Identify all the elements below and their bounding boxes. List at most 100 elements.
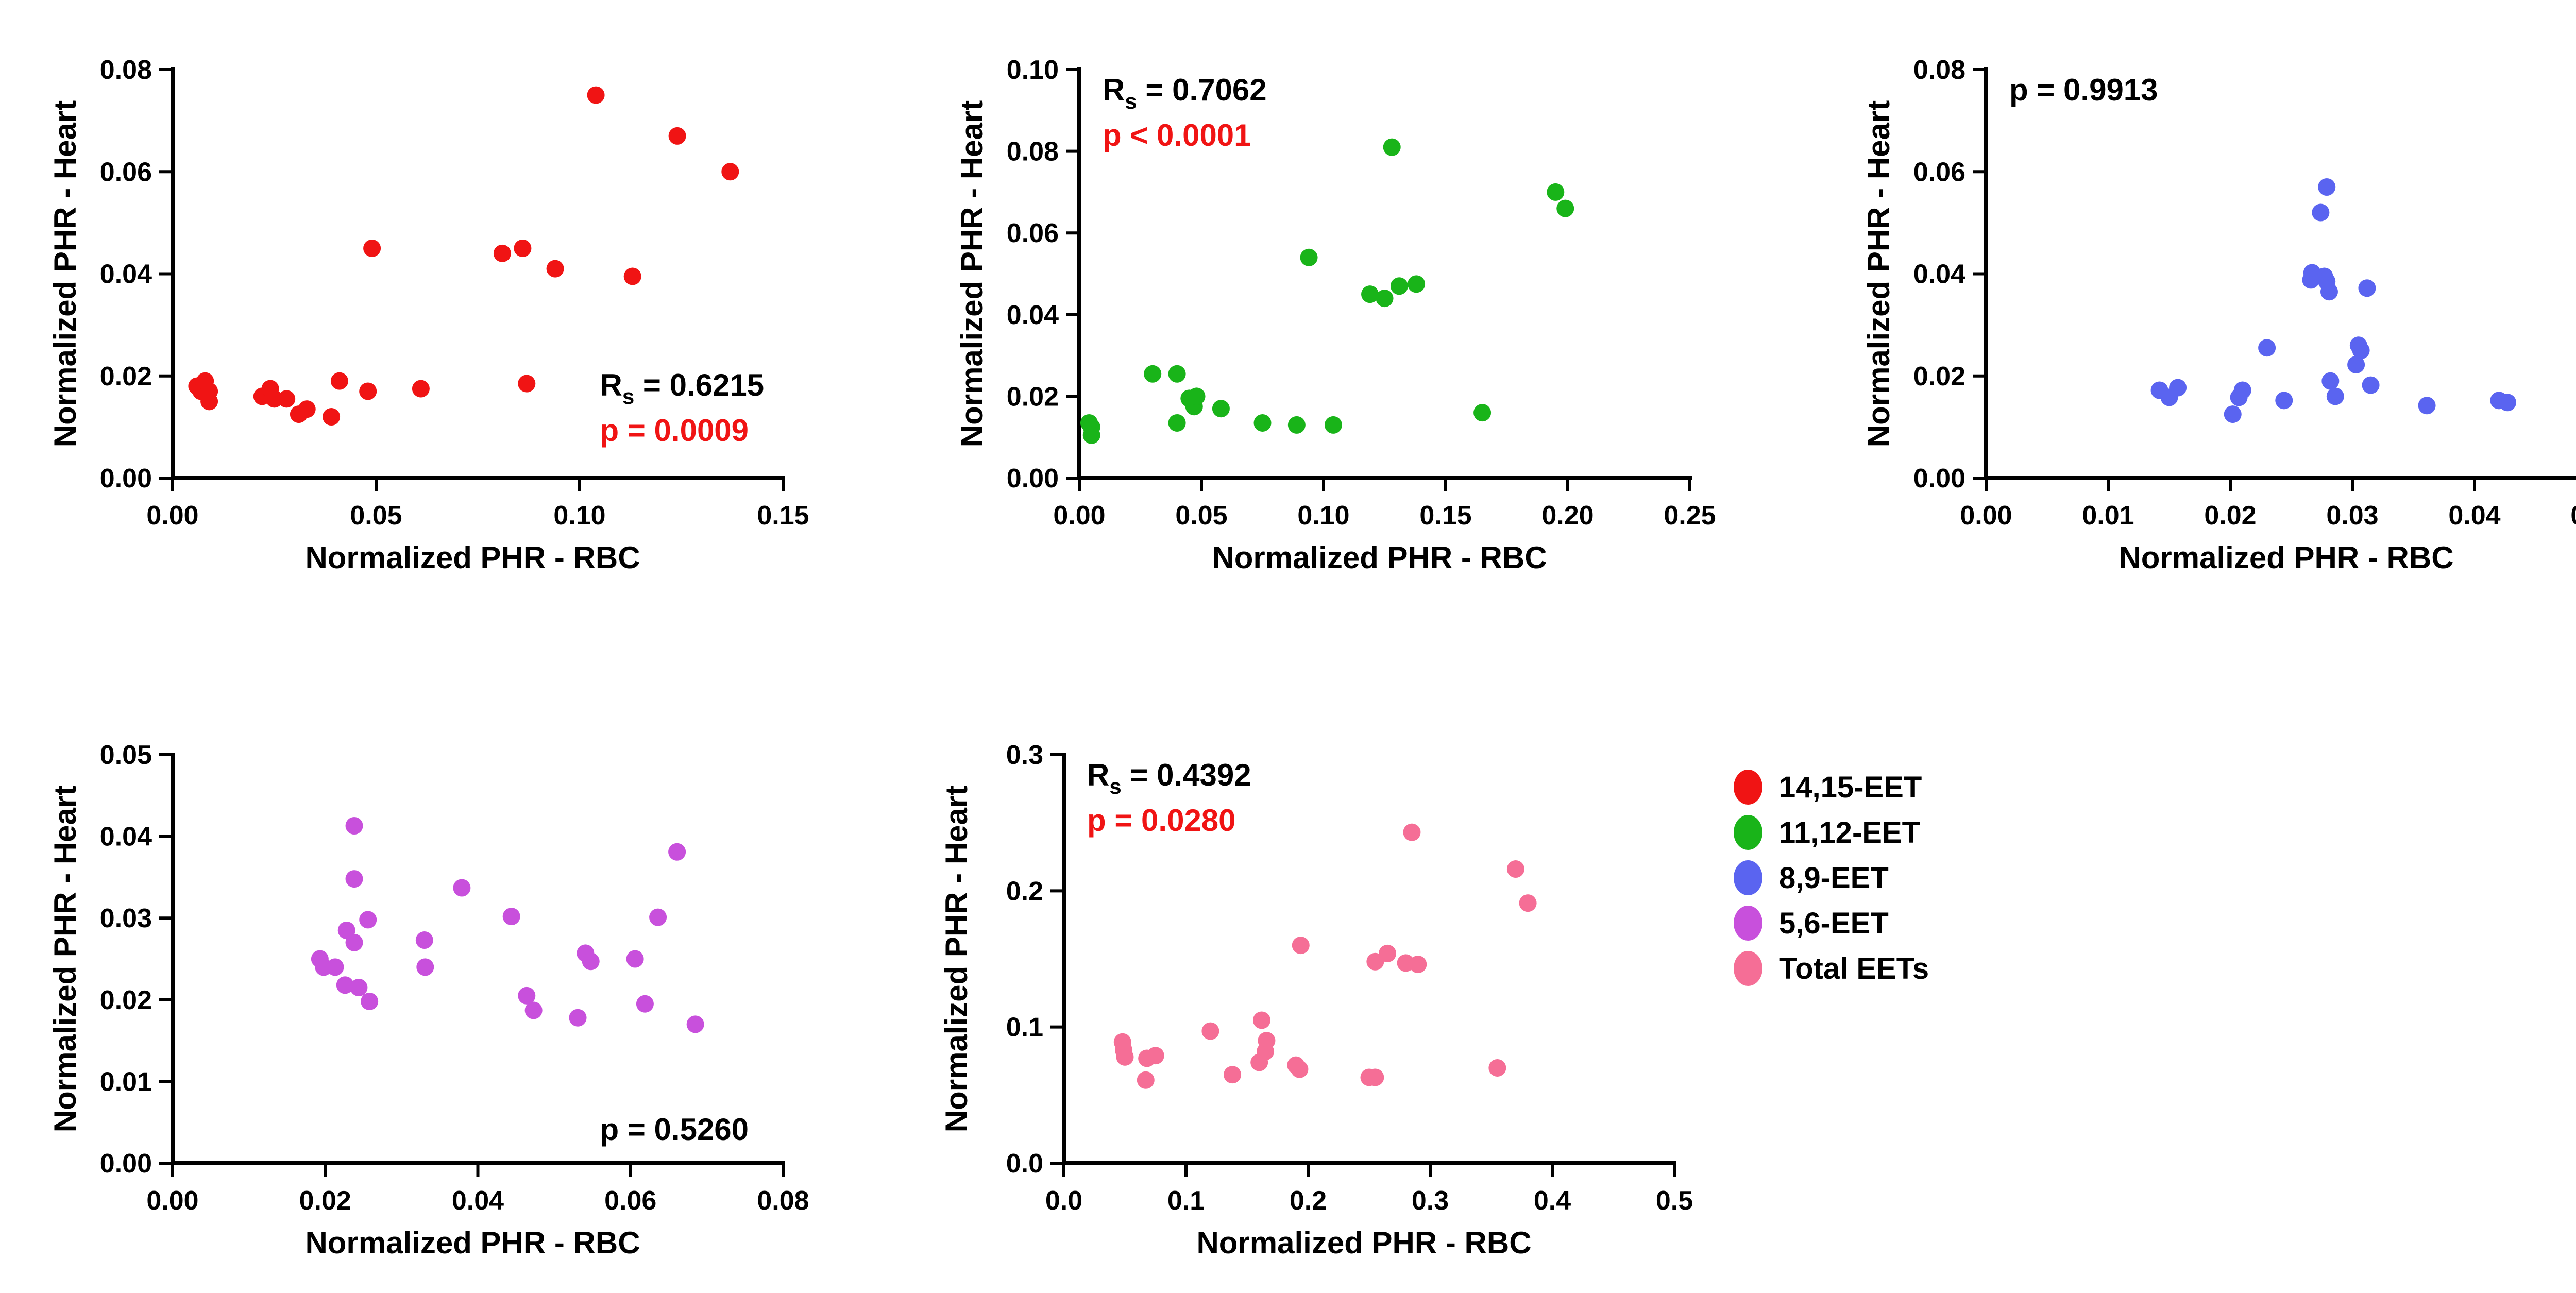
scatter-point <box>1253 414 1272 432</box>
x-axis-title: Normalized PHR - RBC <box>305 540 640 575</box>
scatter-point <box>1324 416 1342 434</box>
scatter-point <box>415 931 433 949</box>
y-axis-title: Normalized PHR - Heart <box>1861 100 1896 447</box>
y-tick-label: 0.08 <box>1913 55 1965 85</box>
scatter-point <box>1403 823 1421 841</box>
scatter-point <box>2312 203 2330 222</box>
scatter-point <box>1556 199 1574 217</box>
scatter-point <box>514 239 532 257</box>
x-tick-label: 0.1 <box>1167 1186 1205 1216</box>
legend-marker <box>1734 906 1762 941</box>
legend-label: 11,12-EET <box>1779 816 1920 849</box>
scatter-point <box>2233 381 2251 399</box>
x-tick-label: 0.2 <box>1290 1186 1327 1216</box>
y-tick-label: 0.06 <box>1913 157 1965 187</box>
scatter-point <box>326 958 344 976</box>
x-axis-title: Normalized PHR - RBC <box>1212 540 1547 575</box>
scatter-point <box>1519 894 1537 912</box>
p-value-annotation: p = 0.5260 <box>600 1112 749 1147</box>
x-tick-label: 0.15 <box>1419 501 1471 531</box>
x-tick-label: 0.0 <box>1045 1186 1082 1216</box>
scatter-point <box>1287 416 1306 434</box>
y-tick-label: 0.02 <box>1913 362 1965 392</box>
legend-item: Total EETs <box>1734 951 1929 986</box>
y-tick-label: 0.02 <box>1007 382 1059 412</box>
rs-annotation: Rs = 0.7062 <box>1103 73 1267 113</box>
y-tick-label: 0.04 <box>1913 260 1965 290</box>
x-tick-label: 0.4 <box>1534 1186 1571 1216</box>
legend-item: 11,12-EET <box>1734 815 1920 850</box>
rs-annotation: Rs = 0.6215 <box>600 368 765 409</box>
scatter-point <box>1379 944 1397 962</box>
scatter-point <box>1188 387 1206 405</box>
y-tick-label: 0.02 <box>100 362 152 392</box>
scatter-point <box>1390 277 1408 295</box>
scatter-point <box>686 1015 704 1033</box>
legend-marker <box>1734 951 1762 986</box>
scatter-point <box>1409 956 1427 974</box>
legend-item: 5,6-EET <box>1734 906 1889 941</box>
y-tick-label: 0.02 <box>100 985 152 1015</box>
x-tick-label: 0.00 <box>1960 501 2012 531</box>
p-value-annotation: p = 0.9913 <box>2009 73 2158 107</box>
scatter-point <box>2275 392 2293 410</box>
y-axis-title: Normalized PHR - Heart <box>48 786 82 1132</box>
scatter-point <box>1116 1048 1134 1066</box>
scatter-point <box>345 816 363 835</box>
scatter-point <box>721 163 739 181</box>
scatter-point <box>1168 414 1186 432</box>
y-tick-label: 0.00 <box>100 1149 152 1179</box>
scatter-point <box>1488 1059 1506 1077</box>
x-tick-label: 0.20 <box>1541 501 1594 531</box>
scatter-point <box>345 870 363 888</box>
x-tick-label: 0.02 <box>2204 501 2256 531</box>
y-tick-label: 0.08 <box>1007 137 1059 167</box>
scatter-panel-5: 0.0 0.1 0.2 0.3 0.0 0.1 0.2 0.3 0.4 0.5 Normalized… <box>939 740 1693 1260</box>
x-tick-label: 0.00 <box>1053 501 1105 531</box>
scatter-point <box>668 127 686 145</box>
scatter-panel-1: 0.00 0.02 0.04 0.06 0.08 0.00 0.05 0.10 0.15 Norm… <box>48 55 809 575</box>
y-tick-label: 0.04 <box>100 260 152 290</box>
scatter-point <box>668 843 686 861</box>
p-value-annotation: p = 0.0009 <box>600 413 749 448</box>
scatter-point <box>1383 138 1401 156</box>
scatter-point <box>1224 1066 1242 1084</box>
scatter-point <box>582 952 600 971</box>
scatter-point <box>323 408 341 426</box>
scatter-point <box>518 986 536 1005</box>
x-tick-label: 0.04 <box>452 1186 504 1216</box>
scatter-point <box>363 239 381 257</box>
scatter-point <box>2258 339 2276 357</box>
scatter-point <box>265 390 283 408</box>
x-tick-label: 0.05 <box>1175 501 1227 531</box>
charts-container: 0.00 0.02 0.04 0.06 0.08 0.00 0.05 0.10 0.15 Norm… <box>48 55 2576 1260</box>
scatter-point <box>524 1001 543 1019</box>
legend-marker <box>1734 860 1762 895</box>
scatter-point <box>2321 372 2340 390</box>
y-tick-label: 0.01 <box>100 1067 152 1097</box>
scatter-panel-4: 0.00 0.01 0.02 0.03 0.04 0.05 0.00 0.02 0.04 0.06… <box>48 740 809 1260</box>
scatter-point <box>416 958 434 976</box>
scatter-point <box>2498 394 2516 412</box>
legend-label: Total EETs <box>1779 952 1929 985</box>
scatter-point <box>1300 248 1318 266</box>
scatter-point <box>298 400 316 418</box>
scatter-point <box>1212 400 1230 418</box>
y-tick-label: 0.06 <box>100 157 152 187</box>
scatter-point <box>359 382 377 400</box>
scatter-point <box>2352 342 2370 360</box>
scatter-point <box>2326 387 2344 405</box>
scatter-point <box>518 375 536 393</box>
scatter-point <box>1366 1068 1384 1086</box>
scatter-point <box>1376 290 1394 308</box>
scatter-point <box>359 911 377 929</box>
scatter-point <box>278 390 296 408</box>
y-tick-label: 0.04 <box>100 822 152 852</box>
scatter-point <box>1547 183 1565 201</box>
scatter-point <box>636 995 654 1013</box>
x-tick-label: 0.01 <box>2082 501 2134 531</box>
x-tick-label: 0.08 <box>757 1186 809 1216</box>
scatter-panel-3: 0.00 0.02 0.04 0.06 0.08 0.00 0.01 0.02 0.03 0.04… <box>1861 55 2576 575</box>
scatter-point <box>1168 365 1186 383</box>
